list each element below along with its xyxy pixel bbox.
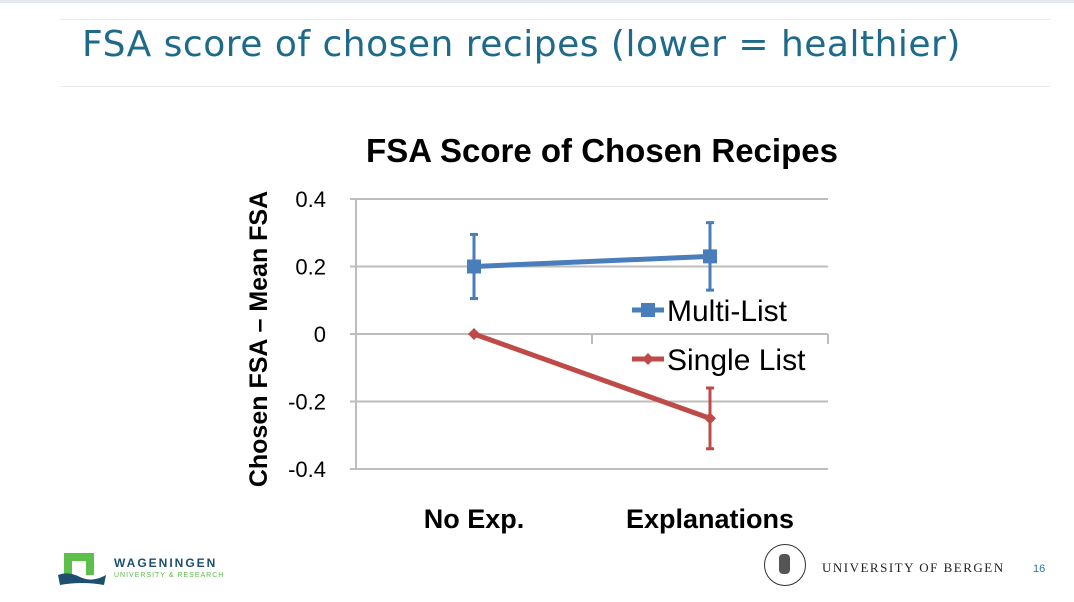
wageningen-logo xyxy=(58,553,106,585)
legend-marker xyxy=(641,303,655,317)
bergen-name: UNIVERSITY OF BERGEN xyxy=(822,560,1005,575)
y-tick-label: 0.4 xyxy=(295,187,326,212)
series-line-1 xyxy=(473,331,711,421)
top-border xyxy=(0,0,1074,3)
y-tick-label: -0.4 xyxy=(288,457,326,482)
legend-label: Single List xyxy=(667,344,806,377)
series-line-0 xyxy=(473,253,711,269)
x-tick-label: No Exp. xyxy=(424,504,525,534)
data-point xyxy=(467,259,481,274)
legend-marker xyxy=(642,353,654,365)
y-axis-label: Chosen FSA – Mean FSA xyxy=(245,191,273,487)
y-tick-label: -0.2 xyxy=(288,390,326,415)
chart-title: FSA Score of Chosen Recipes xyxy=(366,132,838,169)
x-tick-label: Explanations xyxy=(626,504,794,534)
wageningen-name: WAGENINGEN xyxy=(114,556,218,570)
legend-label: Multi-List xyxy=(667,295,788,328)
data-point xyxy=(704,412,716,425)
data-point xyxy=(468,328,480,340)
y-tick-label: 0 xyxy=(314,322,326,347)
divider xyxy=(60,86,1050,87)
y-tick-label: 0.2 xyxy=(295,255,326,280)
divider xyxy=(60,19,1050,20)
slide-title: FSA score of chosen recipes (lower = hea… xyxy=(82,24,961,65)
data-point xyxy=(703,249,717,264)
bergen-seal-icon xyxy=(764,544,806,586)
wageningen-subtitle: UNIVERSITY & RESEARCH xyxy=(114,572,225,579)
page-number: 16 xyxy=(1033,563,1046,575)
